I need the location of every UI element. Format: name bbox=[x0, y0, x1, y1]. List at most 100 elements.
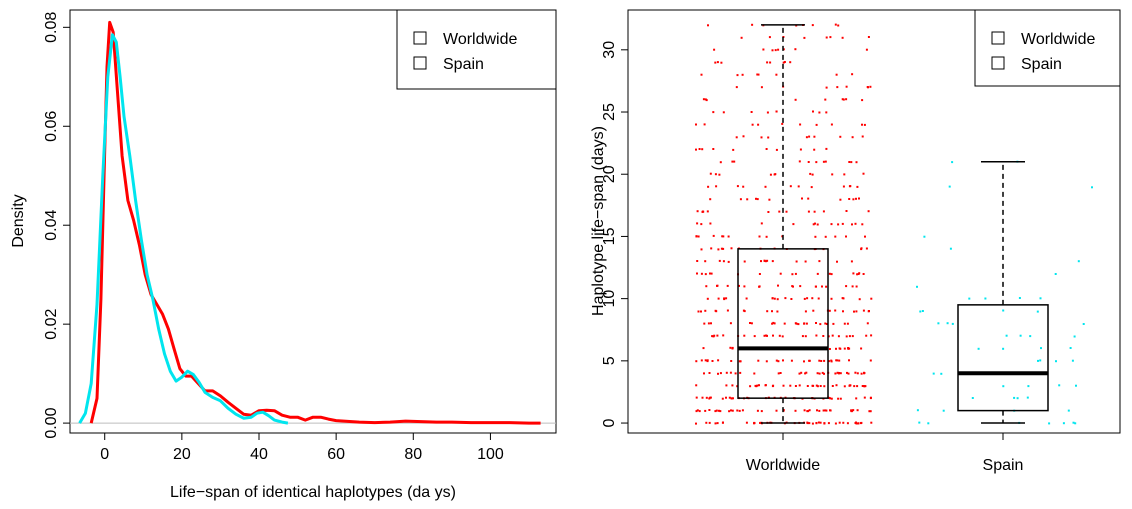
jitter-point-worldwide bbox=[861, 135, 864, 138]
jitter-point-spain bbox=[921, 310, 924, 312]
jitter-point-worldwide bbox=[847, 347, 850, 350]
jitter-point-worldwide bbox=[772, 384, 775, 387]
jitter-point-worldwide bbox=[851, 136, 854, 139]
density-y-tick-label: 0.06 bbox=[43, 111, 60, 142]
jitter-point-worldwide bbox=[869, 410, 872, 413]
jitter-point-worldwide bbox=[830, 273, 833, 276]
jitter-point-worldwide bbox=[705, 99, 708, 102]
jitter-point-worldwide bbox=[722, 111, 725, 114]
jitter-point-worldwide bbox=[838, 359, 841, 362]
jitter-point-worldwide bbox=[848, 161, 851, 163]
jitter-point-worldwide bbox=[837, 397, 840, 400]
density-x-tick-label: 20 bbox=[173, 446, 191, 463]
jitter-point-worldwide bbox=[705, 421, 708, 424]
jitter-point-worldwide bbox=[865, 334, 868, 337]
jitter-point-worldwide bbox=[710, 272, 713, 275]
jitter-point-worldwide bbox=[862, 172, 865, 175]
jitter-point-worldwide bbox=[794, 98, 797, 101]
jitter-point-worldwide bbox=[821, 285, 823, 288]
jitter-point-worldwide bbox=[721, 235, 724, 238]
density-x-tick-label: 100 bbox=[477, 446, 504, 463]
jitter-point-worldwide bbox=[830, 297, 833, 300]
jitter-point-spain bbox=[923, 235, 926, 238]
jitter-point-worldwide bbox=[757, 359, 760, 362]
jitter-point-worldwide bbox=[812, 223, 815, 226]
jitter-point-worldwide bbox=[700, 359, 703, 362]
jitter-point-worldwide bbox=[855, 161, 858, 164]
jitter-point-worldwide bbox=[798, 372, 801, 375]
box-plot-x-ticks: Worldwide Spain bbox=[746, 433, 1023, 474]
jitter-point-worldwide bbox=[697, 310, 700, 313]
jitter-point-worldwide bbox=[818, 260, 821, 263]
density-legend-box bbox=[396, 9, 557, 90]
jitter-point-worldwide bbox=[700, 73, 703, 76]
jitter-point-worldwide bbox=[725, 396, 727, 399]
jitter-point-worldwide bbox=[716, 334, 719, 337]
jitter-point-worldwide bbox=[805, 322, 808, 325]
jitter-point-worldwide bbox=[704, 409, 707, 412]
jitter-point-worldwide bbox=[856, 372, 859, 375]
jitter-point-worldwide bbox=[772, 334, 774, 337]
jitter-point-worldwide bbox=[696, 210, 699, 213]
jitter-point-worldwide bbox=[848, 359, 850, 362]
jitter-point-worldwide bbox=[712, 148, 715, 150]
jitter-point-worldwide bbox=[766, 259, 769, 262]
jitter-point-worldwide bbox=[841, 98, 844, 101]
jitter-point-worldwide bbox=[709, 198, 712, 201]
jitter-point-worldwide bbox=[815, 334, 818, 337]
jitter-point-worldwide bbox=[742, 135, 745, 138]
jitter-point-worldwide bbox=[841, 222, 844, 225]
jitter-point-worldwide bbox=[816, 272, 819, 275]
jitter-point-worldwide bbox=[838, 421, 841, 424]
jitter-point-worldwide bbox=[704, 260, 707, 263]
density-x-tick-label: 80 bbox=[404, 446, 422, 463]
jitter-point-worldwide bbox=[717, 372, 719, 375]
jitter-point-worldwide bbox=[851, 223, 853, 226]
jitter-point-worldwide bbox=[806, 410, 809, 413]
jitter-point-worldwide bbox=[768, 198, 771, 201]
density-y-tick-label: 0.04 bbox=[43, 210, 60, 241]
jitter-point-worldwide bbox=[758, 273, 761, 275]
jitter-point-worldwide bbox=[714, 173, 717, 176]
jitter-point-worldwide bbox=[808, 359, 811, 362]
jitter-point-worldwide bbox=[860, 347, 863, 350]
box-spain bbox=[957, 304, 1049, 412]
jitter-point-worldwide bbox=[812, 309, 815, 312]
jitter-point-worldwide bbox=[775, 148, 778, 151]
jitter-point-worldwide bbox=[743, 285, 746, 288]
jitter-point-worldwide bbox=[722, 421, 724, 424]
jitter-point-worldwide bbox=[695, 148, 697, 151]
jitter-point-worldwide bbox=[730, 360, 733, 362]
jitter-point-worldwide bbox=[779, 272, 782, 275]
jitter-point-spain bbox=[919, 310, 922, 313]
jitter-point-worldwide bbox=[706, 359, 709, 362]
box-plot-frame bbox=[627, 9, 1121, 434]
jitter-point-worldwide bbox=[823, 359, 826, 362]
jitter-point-worldwide bbox=[779, 372, 782, 374]
jitter-point-worldwide bbox=[713, 334, 716, 337]
jitter-point-worldwide bbox=[850, 161, 853, 164]
jitter-point-worldwide bbox=[815, 322, 817, 324]
jitter-point-worldwide bbox=[854, 222, 857, 225]
jitter-point-worldwide bbox=[746, 198, 749, 201]
jitter-point-worldwide bbox=[849, 384, 852, 387]
jitter-point-worldwide bbox=[839, 135, 842, 138]
jitter-point-worldwide bbox=[731, 384, 734, 387]
jitter-point-worldwide bbox=[702, 98, 705, 101]
box-plot-y-ticks: 0 5 10 15 20 25 30 bbox=[601, 41, 628, 428]
jitter-point-worldwide bbox=[831, 173, 834, 176]
jitter-point-worldwide bbox=[717, 248, 720, 251]
jitter-point-worldwide bbox=[855, 197, 857, 200]
jitter-point-worldwide bbox=[756, 409, 759, 412]
jitter-point-spain bbox=[1073, 335, 1076, 338]
jitter-point-spain bbox=[927, 422, 930, 425]
jitter-point-worldwide bbox=[823, 422, 826, 425]
jitter-point-worldwide bbox=[835, 359, 838, 362]
jitter-point-worldwide bbox=[734, 372, 737, 375]
jitter-point-worldwide bbox=[777, 48, 780, 51]
jitter-point-worldwide bbox=[817, 421, 820, 424]
jitter-point-spain bbox=[971, 397, 974, 399]
jitter-point-worldwide bbox=[816, 223, 819, 226]
jitter-point-worldwide bbox=[869, 85, 872, 88]
jitter-point-worldwide bbox=[753, 335, 756, 338]
